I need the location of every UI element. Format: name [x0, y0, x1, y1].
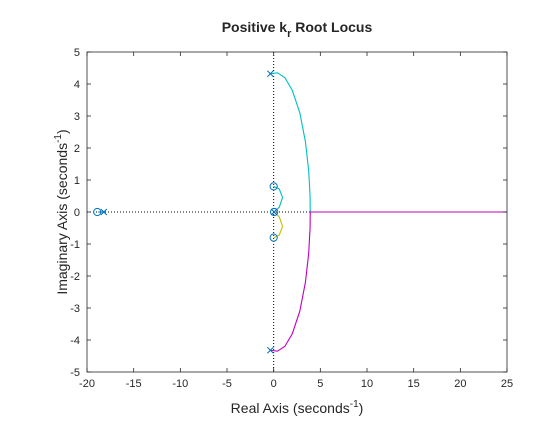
locus-branch-4 [273, 211, 284, 239]
zero-marker-4 [270, 207, 279, 217]
locus-branch-2 [270, 211, 507, 352]
y-tick-label: -1 [70, 239, 80, 251]
x-tick-label: 0 [271, 378, 277, 390]
y-tick-label: 5 [74, 47, 80, 59]
zero-marker-2 [269, 233, 278, 242]
x-tick-label: -15 [126, 378, 142, 390]
y-tick-label: 1 [74, 175, 80, 187]
x-tick-label: 10 [361, 378, 373, 390]
pole-stroke [100, 208, 108, 216]
y-tick-label: -4 [70, 335, 80, 347]
y-tick-label: 0 [74, 207, 80, 219]
y-tick-label: -2 [70, 271, 80, 283]
x-tick-label: 20 [454, 378, 466, 390]
x-tick-label: 15 [408, 378, 420, 390]
pole-stroke [270, 208, 278, 216]
pole-marker-2 [267, 346, 274, 354]
zero-marker-1 [269, 182, 278, 191]
zero-marker-3 [93, 207, 102, 217]
y-axis-label: Imaginary Axis (seconds-1) [53, 129, 70, 294]
x-axis-label-superscript: -1 [350, 399, 359, 410]
x-axis-label: Real Axis (seconds-1) [231, 399, 364, 416]
y-tick-label: 4 [74, 79, 80, 91]
chart-title-subscript: r [287, 28, 292, 40]
locus-branch-1 [270, 72, 507, 213]
pole-marker-4 [270, 208, 278, 216]
pole-stroke [267, 70, 274, 78]
y-tick-label: -5 [70, 367, 80, 379]
y-axis-label-superscript: -1 [53, 134, 64, 143]
locus-branch-3 [273, 185, 284, 213]
chart-title: Positive kr Root Locus [222, 19, 373, 40]
pole-marker-3 [100, 208, 108, 216]
y-tick-label: 2 [74, 143, 80, 155]
x-tick-label: 5 [317, 378, 323, 390]
pole-marker-1 [267, 70, 274, 78]
y-tick-label: -3 [70, 303, 80, 315]
x-tick-label: -5 [222, 378, 232, 390]
pole-stroke [267, 346, 274, 354]
series-layer [98, 72, 507, 352]
x-tick-label: -20 [79, 378, 95, 390]
y-tick-label: 3 [74, 111, 80, 123]
markers-layer [93, 70, 279, 354]
x-tick-label: -10 [172, 378, 188, 390]
x-tick-label: 25 [501, 378, 513, 390]
